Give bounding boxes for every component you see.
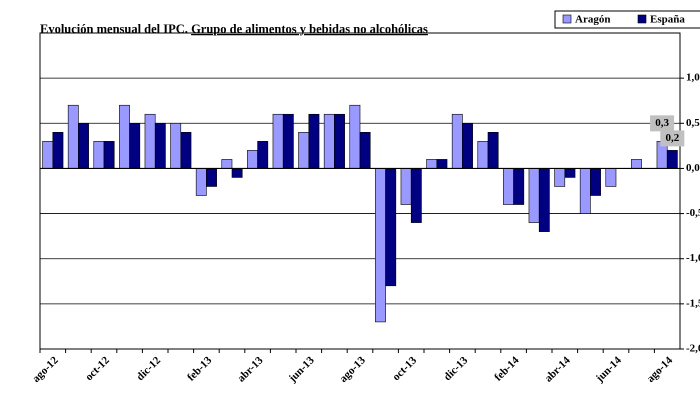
y-tick-label: -1,5 <box>686 297 700 309</box>
bar <box>93 141 105 169</box>
bar <box>323 113 335 169</box>
legend-swatch <box>562 14 572 24</box>
y-tick-label: 0,5 <box>686 117 700 129</box>
bar <box>195 168 207 196</box>
bar <box>349 104 361 169</box>
bar <box>154 122 166 169</box>
bar <box>103 141 115 169</box>
y-tick-label: -0,5 <box>686 207 700 219</box>
legend-label: Aragón <box>575 14 610 26</box>
bar <box>503 168 514 205</box>
data-label-box <box>650 115 675 132</box>
y-tick-label: 0,0 <box>686 162 700 174</box>
bar <box>257 141 269 169</box>
bar <box>129 122 141 169</box>
bar <box>42 141 54 169</box>
bar <box>436 159 448 169</box>
bar <box>590 168 601 196</box>
bar <box>247 150 258 169</box>
bar <box>513 168 525 205</box>
bar <box>78 122 89 169</box>
bar <box>528 168 540 223</box>
bar <box>477 141 489 169</box>
bar <box>554 168 566 187</box>
bar <box>170 122 182 169</box>
bar <box>144 113 156 169</box>
bar <box>282 113 294 169</box>
bar <box>308 113 320 169</box>
bar <box>605 168 617 187</box>
bar <box>206 168 217 187</box>
subtitle-part: Grupo de alimentos y bebidas no alcohóli… <box>191 22 428 36</box>
y-tick-label: 1,0 <box>686 72 700 84</box>
bar <box>487 132 499 169</box>
data-label: 0,2 <box>665 132 679 144</box>
bar <box>180 132 192 169</box>
bar <box>666 150 678 169</box>
bar <box>52 132 64 169</box>
legend-swatch <box>637 14 647 24</box>
legend-box <box>554 10 700 29</box>
bar <box>426 159 438 169</box>
bar <box>359 132 371 169</box>
bar <box>231 168 243 178</box>
bar <box>67 104 79 169</box>
bar <box>631 159 642 169</box>
bar <box>451 113 463 169</box>
y-tick-label: -1,0 <box>686 252 700 264</box>
title-part: Evolución mensual del IPC. <box>40 22 188 36</box>
y-tick-label: -2,0 <box>686 343 700 355</box>
bar <box>564 168 576 178</box>
bar <box>119 104 130 169</box>
bar <box>538 168 550 232</box>
bar <box>400 168 412 205</box>
bar <box>221 159 233 169</box>
legend-label: España <box>650 14 685 26</box>
bar <box>334 113 345 169</box>
bar <box>298 132 310 169</box>
bar <box>272 113 284 169</box>
bar <box>385 168 397 287</box>
bar <box>375 168 386 323</box>
data-label: 0,3 <box>655 117 669 129</box>
bar <box>410 168 422 223</box>
bar <box>579 168 591 214</box>
chart-title: Evolución mensual del IPC. Grupo de alim… <box>40 22 428 36</box>
bar <box>462 122 473 169</box>
data-label-box <box>660 130 685 147</box>
